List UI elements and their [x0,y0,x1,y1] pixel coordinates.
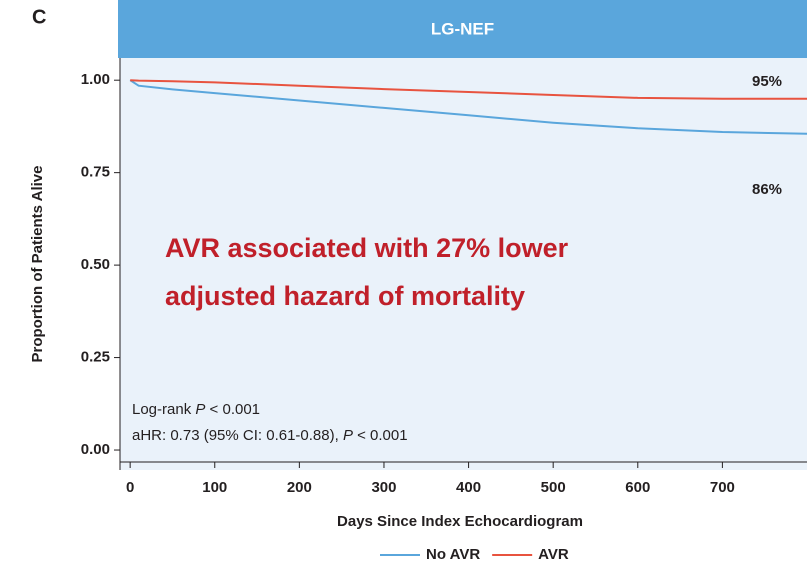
y-tick-label: 1.00 [81,71,110,88]
stats-part: aHR: 0.73 (95% CI: 0.61-0.88), [132,427,343,444]
x-tick-label: 500 [541,479,566,496]
legend-label: No AVR [426,546,480,563]
legend-label: AVR [538,546,569,563]
survival-line [129,79,807,135]
end-label: 86% [752,181,782,198]
headline: AVR associated with 27% lower [165,233,569,263]
x-axis-label: Days Since Index Echocardiogram [337,513,583,530]
headline: adjusted hazard of mortality [165,281,525,311]
x-tick-label: 200 [287,479,312,496]
panel-label: C [32,6,46,28]
stats-part: P [195,401,205,418]
survival-line [130,79,807,100]
x-tick-label: 700 [710,479,735,496]
y-tick-label: 0.25 [81,349,110,366]
header-bar [118,0,807,58]
end-label: 95% [752,73,782,90]
plot-area [120,58,807,470]
x-tick-label: 100 [202,479,227,496]
stats-text: aHR: 0.73 (95% CI: 0.61-0.88), P < 0.001 [132,427,408,444]
y-axis-label: Proportion of Patients Alive [29,166,46,363]
chart-title: LG-NEF [431,19,494,38]
stats-part: < 0.001 [353,427,408,444]
x-tick-label: 300 [371,479,396,496]
x-tick-label: 600 [625,479,650,496]
x-tick-label: 0 [126,479,134,496]
stats-part: < 0.001 [205,401,260,418]
x-tick-label: 400 [456,479,481,496]
y-tick-label: 0.00 [81,441,110,458]
y-tick-label: 0.75 [81,164,110,181]
stats-part: P [343,427,353,444]
y-tick-label: 0.50 [81,256,110,273]
stats-part: Log-rank [132,401,195,418]
stats-text: Log-rank P < 0.001 [132,401,260,418]
